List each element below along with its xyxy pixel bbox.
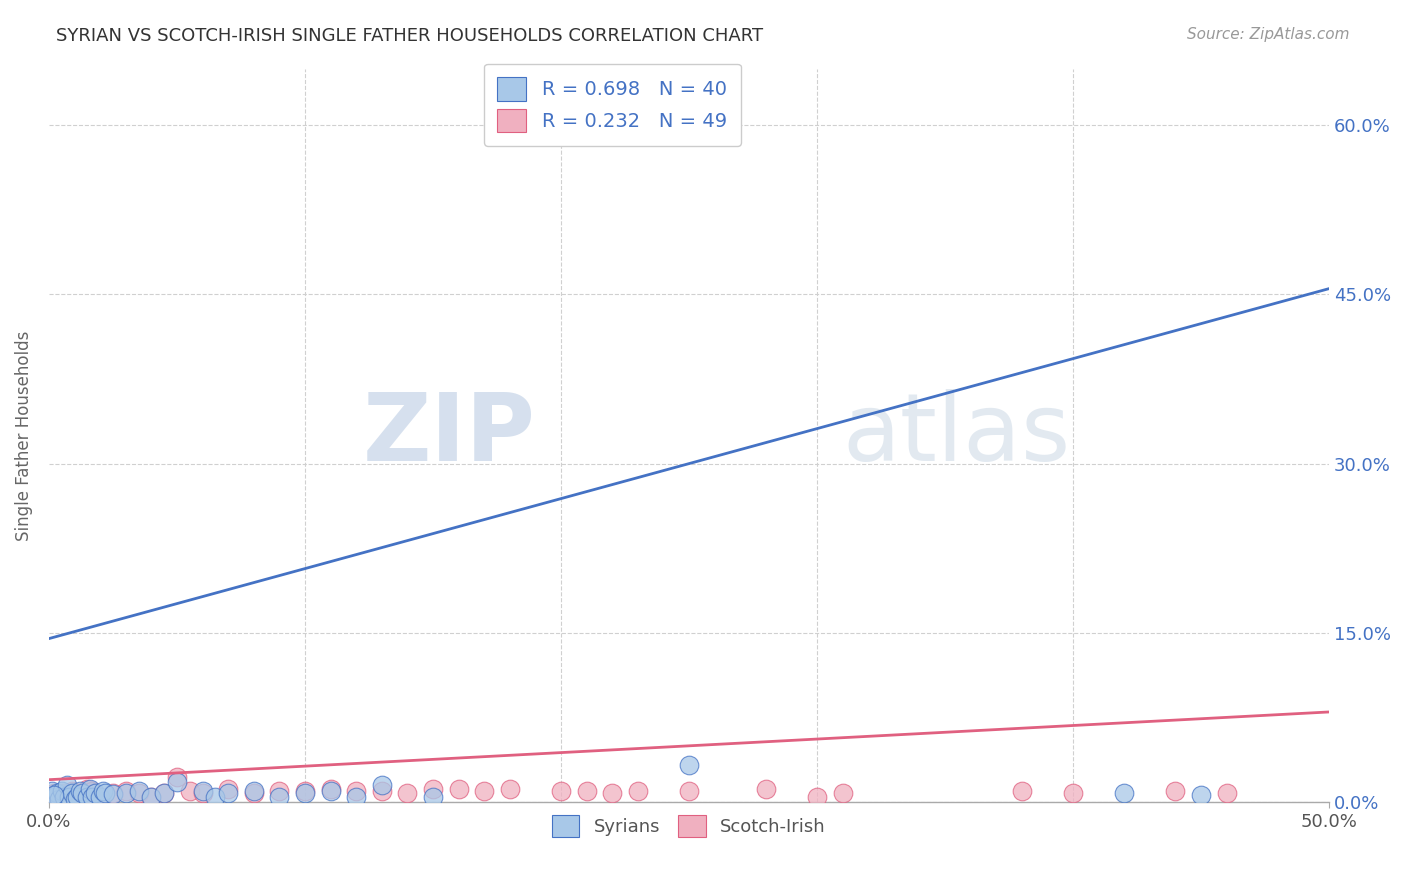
- Point: [422, 789, 444, 804]
- Point: [269, 789, 291, 804]
- Point: [806, 789, 828, 804]
- Point: [217, 781, 239, 796]
- Point: [56, 792, 79, 806]
- Point: [66, 789, 89, 804]
- Point: [84, 786, 107, 800]
- Point: [41, 784, 63, 798]
- Text: SYRIAN VS SCOTCH-IRISH SINGLE FATHER HOUSEHOLDS CORRELATION CHART: SYRIAN VS SCOTCH-IRISH SINGLE FATHER HOU…: [56, 27, 763, 45]
- Point: [42, 789, 65, 804]
- Point: [79, 781, 101, 796]
- Point: [1011, 784, 1033, 798]
- Point: [141, 789, 163, 804]
- Point: [575, 784, 598, 798]
- Point: [371, 784, 394, 798]
- Point: [191, 784, 214, 798]
- Point: [269, 784, 291, 798]
- Point: [89, 789, 111, 804]
- Point: [294, 784, 316, 798]
- Point: [242, 784, 264, 798]
- Point: [91, 784, 114, 798]
- Point: [45, 786, 67, 800]
- Point: [94, 786, 117, 800]
- Point: [45, 792, 67, 806]
- Point: [76, 781, 98, 796]
- Point: [755, 781, 778, 796]
- Point: [42, 786, 65, 800]
- Point: [76, 789, 98, 804]
- Point: [396, 786, 419, 800]
- Point: [48, 789, 70, 804]
- Y-axis label: Single Father Households: Single Father Households: [15, 330, 32, 541]
- Point: [101, 786, 124, 800]
- Point: [242, 786, 264, 800]
- Point: [82, 789, 104, 804]
- Point: [53, 789, 76, 804]
- Point: [89, 789, 111, 804]
- Point: [58, 789, 80, 804]
- Point: [447, 781, 470, 796]
- Point: [51, 784, 73, 798]
- Point: [51, 789, 73, 804]
- Point: [69, 784, 91, 798]
- Point: [66, 786, 89, 800]
- Point: [141, 789, 163, 804]
- Point: [128, 786, 150, 800]
- Point: [60, 784, 83, 798]
- Point: [84, 786, 107, 800]
- Point: [550, 784, 572, 798]
- Point: [41, 789, 63, 804]
- Point: [101, 788, 124, 802]
- Point: [63, 792, 86, 806]
- Point: [600, 786, 623, 800]
- Point: [831, 786, 853, 800]
- Point: [499, 781, 522, 796]
- Point: [217, 786, 239, 800]
- Point: [166, 771, 188, 785]
- Point: [1164, 784, 1187, 798]
- Point: [678, 758, 700, 772]
- Point: [56, 778, 79, 792]
- Point: [294, 786, 316, 800]
- Point: [1215, 786, 1237, 800]
- Point: [153, 786, 176, 800]
- Point: [319, 781, 342, 796]
- Point: [79, 789, 101, 804]
- Point: [114, 786, 136, 800]
- Point: [678, 784, 700, 798]
- Point: [60, 786, 83, 800]
- Point: [191, 786, 214, 800]
- Text: Source: ZipAtlas.com: Source: ZipAtlas.com: [1187, 27, 1350, 42]
- Point: [179, 784, 201, 798]
- Point: [204, 789, 226, 804]
- Point: [319, 784, 342, 798]
- Point: [153, 786, 176, 800]
- Point: [1114, 786, 1136, 800]
- Point: [42, 789, 65, 803]
- Point: [627, 784, 650, 798]
- Point: [1189, 789, 1212, 803]
- Point: [72, 786, 94, 800]
- Point: [58, 789, 80, 804]
- Point: [166, 775, 188, 789]
- Text: atlas: atlas: [842, 390, 1071, 482]
- Point: [1062, 786, 1084, 800]
- Point: [63, 789, 86, 804]
- Point: [53, 786, 76, 800]
- Text: ZIP: ZIP: [363, 390, 536, 482]
- Point: [422, 781, 444, 796]
- Point: [472, 784, 495, 798]
- Point: [48, 792, 70, 806]
- Point: [128, 784, 150, 798]
- Legend: Syrians, Scotch-Irish: Syrians, Scotch-Irish: [546, 808, 832, 845]
- Point: [371, 778, 394, 792]
- Point: [344, 789, 367, 804]
- Point: [69, 792, 91, 806]
- Point: [344, 784, 367, 798]
- Point: [114, 784, 136, 798]
- Point: [82, 784, 104, 798]
